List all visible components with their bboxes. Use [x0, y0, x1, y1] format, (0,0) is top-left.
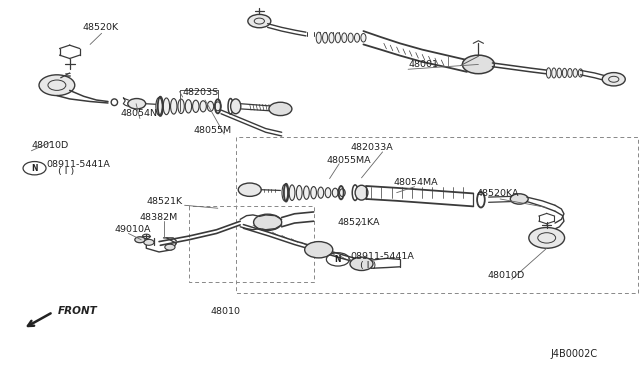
Text: 48054N: 48054N	[121, 109, 157, 118]
Circle shape	[248, 15, 271, 28]
Text: 48054MA: 48054MA	[394, 178, 438, 187]
Text: 48520K: 48520K	[83, 23, 118, 32]
Circle shape	[144, 239, 154, 245]
Text: 48010: 48010	[210, 307, 240, 316]
Text: 48382M: 48382M	[140, 213, 178, 222]
Text: 48010D: 48010D	[31, 141, 68, 150]
Ellipse shape	[552, 68, 556, 78]
Text: N: N	[335, 255, 341, 264]
Ellipse shape	[547, 68, 551, 78]
Circle shape	[350, 257, 373, 270]
Ellipse shape	[185, 100, 191, 113]
Ellipse shape	[311, 186, 317, 199]
Ellipse shape	[573, 69, 577, 77]
Circle shape	[602, 73, 625, 86]
Circle shape	[529, 228, 564, 248]
Ellipse shape	[171, 99, 177, 114]
Circle shape	[238, 183, 261, 196]
Ellipse shape	[230, 99, 241, 114]
Ellipse shape	[316, 32, 321, 43]
Text: 48520KA: 48520KA	[476, 189, 519, 198]
Ellipse shape	[207, 101, 214, 111]
Ellipse shape	[193, 100, 199, 112]
Text: 08911-5441A: 08911-5441A	[351, 252, 415, 262]
Text: 48055MA: 48055MA	[326, 156, 371, 165]
Ellipse shape	[557, 68, 561, 78]
Circle shape	[128, 99, 146, 109]
Ellipse shape	[318, 187, 324, 198]
Circle shape	[39, 75, 75, 96]
Ellipse shape	[282, 185, 288, 201]
Ellipse shape	[568, 68, 572, 77]
Text: 48521KA: 48521KA	[338, 218, 380, 227]
Ellipse shape	[289, 185, 295, 201]
Text: 48010D: 48010D	[487, 271, 525, 280]
Circle shape	[165, 244, 175, 250]
Ellipse shape	[579, 69, 583, 77]
Text: N: N	[31, 164, 38, 173]
Ellipse shape	[296, 186, 302, 200]
Ellipse shape	[563, 68, 567, 78]
Text: 49010A: 49010A	[115, 225, 151, 234]
Ellipse shape	[348, 33, 353, 42]
Circle shape	[135, 237, 145, 243]
Ellipse shape	[355, 33, 360, 42]
Ellipse shape	[339, 189, 345, 196]
Text: 48001: 48001	[408, 60, 438, 70]
Text: 48521K: 48521K	[147, 197, 182, 206]
Ellipse shape	[200, 101, 206, 112]
Circle shape	[305, 241, 333, 258]
Ellipse shape	[361, 33, 366, 42]
Text: ( I ): ( I )	[360, 260, 376, 270]
Ellipse shape	[178, 99, 184, 113]
Text: J4B0002C: J4B0002C	[550, 349, 598, 359]
Ellipse shape	[163, 98, 170, 115]
Ellipse shape	[214, 102, 221, 111]
Text: ( I ): ( I )	[58, 167, 74, 176]
Text: 08911-5441A: 08911-5441A	[47, 160, 111, 169]
Ellipse shape	[156, 97, 163, 115]
Ellipse shape	[329, 33, 334, 43]
Ellipse shape	[332, 188, 338, 197]
Ellipse shape	[335, 33, 340, 43]
Text: 48203S: 48203S	[182, 88, 219, 97]
Ellipse shape	[342, 33, 347, 42]
Circle shape	[253, 214, 282, 231]
Text: 48055M: 48055M	[193, 126, 232, 135]
Text: 482033A: 482033A	[351, 143, 394, 152]
Ellipse shape	[303, 186, 309, 199]
Circle shape	[463, 55, 494, 74]
Circle shape	[510, 194, 528, 204]
Ellipse shape	[323, 32, 328, 43]
Ellipse shape	[355, 185, 368, 200]
Ellipse shape	[325, 187, 331, 198]
Text: FRONT: FRONT	[58, 306, 98, 316]
Circle shape	[269, 102, 292, 116]
